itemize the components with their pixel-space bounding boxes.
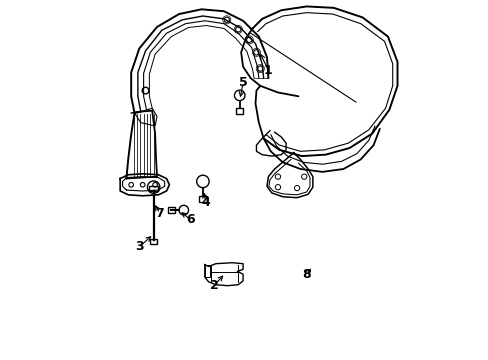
Bar [168, 207, 174, 213]
Bar [199, 196, 206, 202]
Text: 2: 2 [209, 279, 218, 292]
Bar [235, 108, 243, 113]
Bar [148, 186, 158, 191]
Text: 7: 7 [155, 207, 164, 220]
Bar [204, 265, 209, 277]
Bar [149, 239, 157, 244]
Text: 3: 3 [135, 240, 143, 253]
Text: 4: 4 [202, 196, 210, 209]
Text: 1: 1 [264, 63, 272, 77]
Text: 8: 8 [302, 268, 310, 281]
Text: 6: 6 [186, 213, 194, 226]
Text: 5: 5 [238, 76, 247, 89]
